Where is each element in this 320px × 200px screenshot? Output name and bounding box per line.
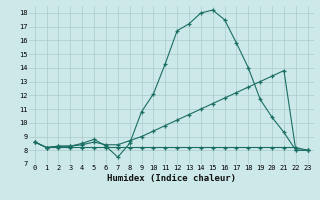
X-axis label: Humidex (Indice chaleur): Humidex (Indice chaleur): [107, 174, 236, 183]
